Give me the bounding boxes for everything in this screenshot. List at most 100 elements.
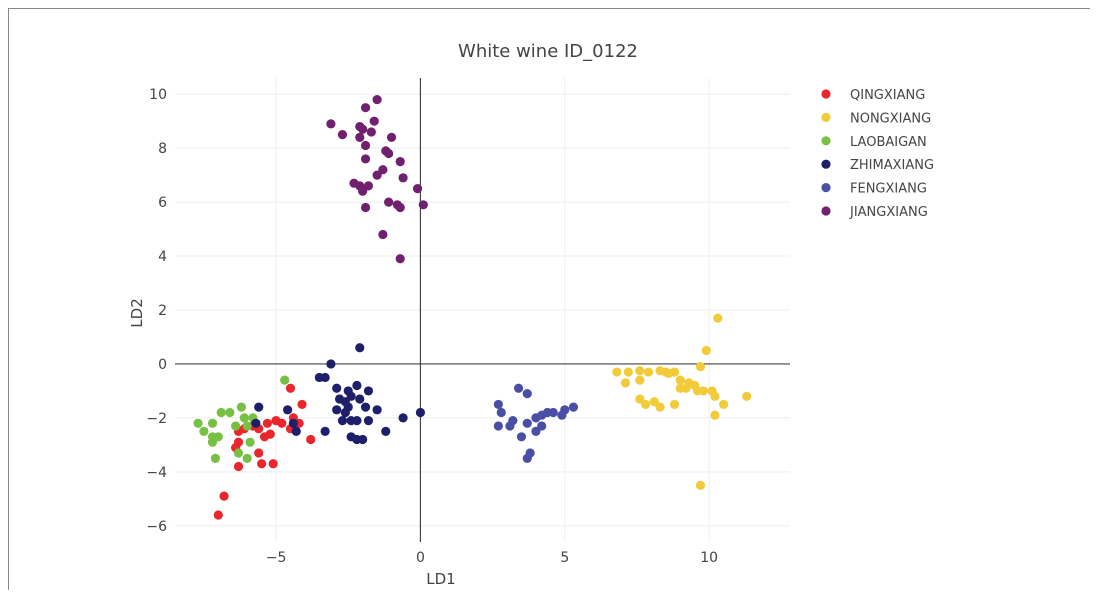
data-point (415, 407, 426, 418)
data-point (669, 399, 680, 410)
data-point (675, 375, 685, 385)
data-point (254, 402, 264, 412)
data-point (360, 402, 371, 412)
legend-label: FENGXIANG (850, 182, 927, 197)
data-point (346, 391, 356, 401)
data-point (568, 402, 579, 412)
data-point (695, 362, 706, 372)
legend[interactable]: QINGXIANG NONGXIANG LAOBAIGAN ZHIMAXIANG FEN… (821, 88, 934, 220)
data-point (242, 453, 252, 463)
data-point (306, 434, 316, 445)
data-point (297, 399, 307, 410)
data-point (225, 407, 235, 418)
data-point (493, 421, 503, 431)
legend-marker (821, 136, 831, 146)
data-point (213, 510, 223, 520)
data-point (268, 459, 278, 469)
y-tick-label: −4 (146, 465, 167, 481)
data-point (233, 461, 244, 472)
legend-item-fengxiang[interactable]: FENGXIANG (821, 182, 927, 197)
data-point (635, 366, 645, 376)
y-tick-label: 10 (149, 87, 167, 103)
data-point (283, 405, 293, 415)
data-point (522, 453, 532, 463)
chart-title: White wine ID_0122 (458, 41, 638, 62)
data-point (334, 394, 345, 404)
data-point (355, 343, 365, 353)
series-jiangxiang (326, 94, 428, 264)
data-point (384, 197, 394, 207)
y-tick-label: 0 (158, 357, 167, 373)
data-point (337, 130, 348, 140)
data-point (386, 132, 397, 142)
series-zhimaxiang (251, 343, 426, 445)
data-point (531, 426, 541, 436)
data-point (363, 386, 374, 396)
data-point (254, 448, 264, 458)
data-point (239, 413, 249, 423)
data-point (363, 416, 374, 426)
x-axis-title: LD1 (426, 570, 455, 588)
data-point (363, 181, 374, 191)
legend-item-laobaigan[interactable]: LAOBAIGAN (821, 135, 927, 150)
data-point (395, 157, 405, 167)
data-point (718, 399, 729, 410)
data-point (332, 405, 342, 415)
x-tick-label: 5 (560, 550, 569, 566)
data-point (395, 254, 405, 264)
legend-marker (821, 89, 831, 99)
legend-marker (821, 159, 831, 169)
legend-item-qingxiang[interactable]: QINGXIANG (821, 88, 925, 103)
data-point (332, 383, 342, 393)
data-point (352, 434, 362, 445)
data-point (649, 397, 659, 407)
data-point (355, 132, 365, 142)
data-point (661, 367, 671, 377)
y-tick-label: 2 (158, 303, 167, 319)
data-point (522, 418, 532, 428)
data-point (641, 399, 651, 410)
data-point (701, 345, 711, 356)
data-point (288, 418, 298, 428)
data-point (251, 418, 261, 428)
legend-item-zhimaxiang[interactable]: ZHIMAXIANG (821, 158, 934, 173)
data-point (262, 418, 272, 428)
data-point (320, 426, 330, 436)
data-point (713, 313, 723, 323)
legend-item-nongxiang[interactable]: NONGXIANG (821, 111, 931, 126)
data-point (207, 418, 218, 428)
legend-label: LAOBAIGAN (850, 135, 927, 150)
data-point (326, 359, 336, 369)
data-point (271, 416, 281, 426)
data-point (207, 437, 218, 447)
data-point (314, 372, 324, 383)
data-point (285, 383, 296, 393)
data-point (372, 94, 382, 105)
series-laobaigan (193, 375, 290, 463)
series-nongxiang (612, 313, 752, 490)
data-point (698, 386, 708, 396)
data-point (369, 116, 379, 126)
legend-marker (821, 112, 831, 122)
data-point (216, 407, 226, 418)
legend-item-jiangxiang[interactable]: JIANGXIANG (821, 205, 928, 220)
data-point (398, 173, 408, 183)
data-point (381, 426, 391, 436)
legend-marker (821, 206, 831, 216)
data-point (358, 124, 368, 134)
data-point (219, 491, 229, 501)
data-point (257, 459, 267, 469)
data-point (395, 202, 405, 213)
data-point (496, 407, 506, 418)
y-axis-title: LD2 (128, 298, 146, 327)
data-point (378, 229, 388, 240)
data-point (236, 402, 247, 412)
data-point (537, 421, 547, 431)
legend-label: JIANGXIANG (849, 205, 928, 220)
data-point (242, 421, 252, 431)
data-point (635, 375, 645, 385)
data-point (493, 399, 503, 410)
data-point (199, 426, 209, 436)
data-point (372, 170, 382, 180)
data-point (233, 448, 244, 458)
